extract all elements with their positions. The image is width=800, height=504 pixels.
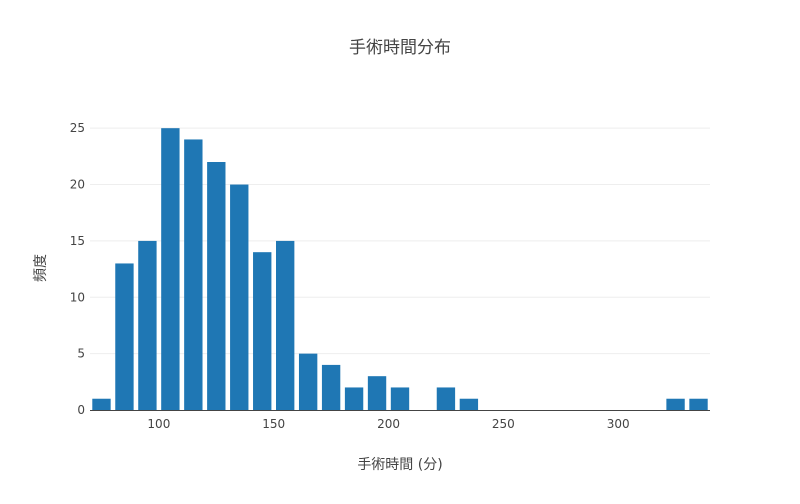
histogram-bar[interactable] [161, 128, 180, 410]
chart-title: 手術時間分布 [349, 38, 451, 58]
bars-group [92, 128, 708, 411]
y-tick-label: 25 [70, 121, 85, 135]
y-tick-label: 0 [77, 403, 85, 417]
histogram-bar[interactable] [138, 240, 157, 410]
histogram-bar[interactable] [390, 387, 410, 410]
histogram-bar[interactable] [459, 398, 479, 410]
histogram-bar[interactable] [207, 162, 226, 410]
histogram-bar[interactable] [666, 398, 685, 410]
x-tick-label: 150 [262, 417, 285, 431]
histogram-bar[interactable] [367, 376, 387, 410]
x-tick-label: 250 [492, 417, 515, 431]
y-tick-label: 20 [70, 178, 85, 192]
histogram-bar[interactable] [689, 398, 708, 410]
x-tick-labels: 100 150 200 250 300 [147, 417, 629, 431]
x-tick-label: 200 [377, 417, 400, 431]
histogram-bar[interactable] [230, 184, 249, 410]
y-tick-label: 10 [70, 290, 85, 304]
y-tick-labels: 0 5 10 15 20 25 [70, 121, 85, 417]
x-tick-label: 100 [147, 417, 170, 431]
histogram-bar[interactable] [115, 263, 134, 410]
histogram-bar[interactable] [298, 353, 318, 410]
histogram-bar[interactable] [321, 364, 341, 410]
grid-lines [90, 127, 710, 355]
histogram-bar[interactable] [253, 252, 272, 410]
histogram-bar[interactable] [436, 387, 456, 410]
x-tick-label: 300 [607, 417, 630, 431]
y-axis-label: 頻度 [33, 254, 49, 282]
histogram-bar[interactable] [276, 240, 295, 410]
histogram-bar[interactable] [344, 387, 364, 410]
x-axis-label: 手術時間 (分) [357, 457, 442, 473]
histogram-bar[interactable] [92, 398, 111, 410]
y-tick-label: 5 [77, 347, 85, 361]
y-tick-label: 15 [70, 234, 85, 248]
histogram-bar[interactable] [184, 139, 203, 411]
